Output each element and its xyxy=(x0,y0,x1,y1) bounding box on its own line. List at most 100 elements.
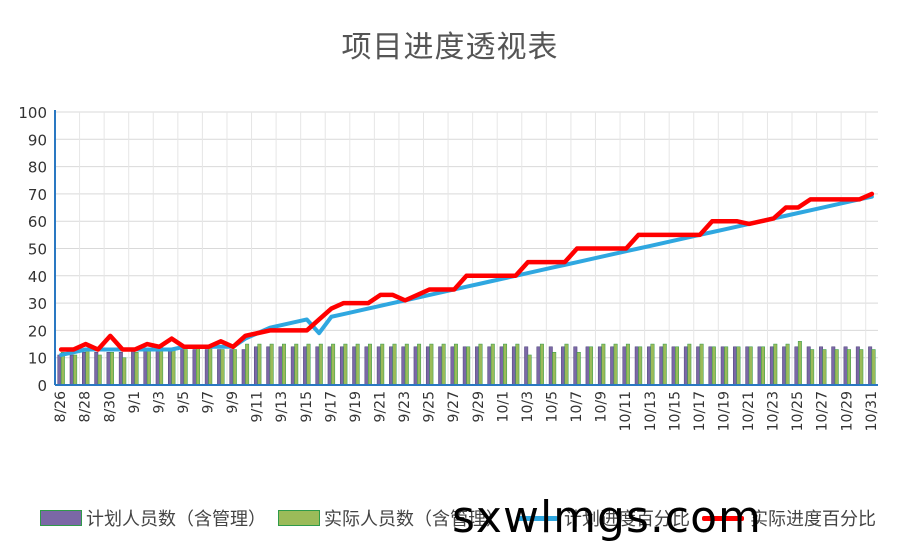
x-tick-label: 10/5 xyxy=(544,391,560,422)
bar-planned-staff xyxy=(487,346,492,386)
bar-actual-staff xyxy=(85,349,90,386)
bar-actual-staff xyxy=(146,349,151,386)
bar-planned-staff xyxy=(389,346,394,386)
x-tick-label: 10/25 xyxy=(790,391,806,431)
x-tick-label: 10/7 xyxy=(569,391,585,422)
bar-actual-staff xyxy=(97,354,102,386)
bar-actual-staff xyxy=(675,346,680,386)
bar-actual-staff xyxy=(110,351,114,386)
bar-planned-staff xyxy=(475,346,480,386)
bar-planned-staff xyxy=(819,346,823,386)
bar-planned-staff xyxy=(278,346,283,386)
bar-actual-staff xyxy=(711,346,716,386)
legend-swatch-planned-progress xyxy=(516,515,558,521)
y-tick-label: 40 xyxy=(28,268,47,286)
bar-planned-staff xyxy=(168,349,172,386)
bar-planned-staff xyxy=(782,346,787,386)
bar-planned-staff xyxy=(720,346,725,386)
legend-swatch-actual-staff xyxy=(278,510,320,526)
x-tick-label: 10/27 xyxy=(815,391,831,431)
bar-actual-staff xyxy=(73,354,78,386)
bar-planned-staff xyxy=(794,346,799,386)
bar-actual-staff xyxy=(478,343,483,386)
bar-actual-staff xyxy=(367,343,372,386)
bar-planned-staff xyxy=(462,346,467,386)
legend-swatch-planned-staff xyxy=(40,510,82,526)
legend-item-actual-staff: 实际人员数（含管理） xyxy=(278,505,504,531)
bar-planned-staff xyxy=(548,346,553,386)
bar-actual-staff xyxy=(601,343,606,386)
bar-actual-staff xyxy=(515,343,520,386)
bar-actual-staff xyxy=(122,357,127,386)
bar-planned-staff xyxy=(241,349,246,386)
bar-actual-staff xyxy=(220,349,225,386)
bar-actual-staff xyxy=(392,343,397,386)
legend-item-actual-progress: 实际进度百分比 xyxy=(702,505,876,531)
bar-planned-staff xyxy=(339,346,344,386)
bar-actual-staff xyxy=(810,349,815,386)
bar-planned-staff xyxy=(438,346,443,386)
x-tick-labels: 8/26 8/28 8/30 9/1 9/3 9/5 9/7 9/9 9/11 9/13 9/15 9… xyxy=(53,391,880,431)
legend-label-actual-staff: 实际人员数（含管理） xyxy=(324,509,504,530)
bar-planned-staff xyxy=(82,351,86,386)
x-tick-label: 9/19 xyxy=(348,391,364,422)
bar-planned-staff xyxy=(659,346,664,386)
line-series xyxy=(58,191,875,357)
x-tick-label: 10/17 xyxy=(692,391,708,431)
x-tick-label: 9/21 xyxy=(373,391,389,422)
bar-planned-staff xyxy=(229,349,234,386)
bar-planned-staff xyxy=(868,346,873,386)
bar-planned-staff xyxy=(290,346,295,386)
bar-planned-staff xyxy=(634,346,639,386)
bar-actual-staff xyxy=(761,346,765,386)
bar-actual-staff xyxy=(589,346,594,386)
bar-actual-staff xyxy=(294,343,299,386)
y-tick-label: 90 xyxy=(28,131,47,149)
bar-planned-staff xyxy=(352,346,357,386)
x-tick-label: 8/30 xyxy=(102,391,118,422)
x-tick-label: 9/29 xyxy=(471,391,487,422)
bar-planned-staff xyxy=(745,346,750,386)
bar-planned-staff xyxy=(511,346,516,386)
y-tick-label: 100 xyxy=(18,104,47,122)
x-tick-label: 10/9 xyxy=(594,391,610,422)
x-tick-label: 9/27 xyxy=(446,391,462,422)
line-actual-progress xyxy=(58,191,875,352)
bar-planned-staff xyxy=(118,351,123,386)
legend-item-planned-staff: 计划人员数（含管理） xyxy=(40,505,266,531)
bar-actual-staff xyxy=(736,346,741,386)
bar-planned-staff xyxy=(585,346,590,386)
bar-actual-staff xyxy=(564,343,569,386)
bar-actual-staff xyxy=(159,346,164,386)
bar-planned-staff xyxy=(315,346,320,386)
bar-actual-staff xyxy=(638,346,643,386)
y-tick-label: 30 xyxy=(28,295,47,313)
bar-actual-staff xyxy=(417,343,422,386)
bar-actual-staff xyxy=(822,349,827,386)
bar-planned-staff xyxy=(671,346,676,386)
x-tick-label: 9/13 xyxy=(274,391,290,422)
chart-title: 项目进度透视表 xyxy=(341,30,559,65)
x-tick-label: 9/23 xyxy=(397,391,413,422)
bar-actual-staff xyxy=(429,343,434,386)
legend-label-planned-staff: 计划人员数（含管理） xyxy=(86,509,266,530)
bar-actual-staff xyxy=(797,341,802,386)
legend-label-planned-progress: 计划进度百分比 xyxy=(564,509,690,530)
bar-planned-staff xyxy=(364,346,369,386)
bar-planned-staff xyxy=(647,346,652,386)
x-tick-label: 10/31 xyxy=(864,391,880,431)
bar-actual-staff xyxy=(834,349,839,386)
y-tick-labels: 0 10 20 30 40 50 60 70 80 90 100 xyxy=(18,104,47,395)
bar-planned-staff xyxy=(180,349,185,386)
x-tick-label: 9/9 xyxy=(225,391,241,414)
bar-planned-staff xyxy=(499,346,504,386)
bar-planned-staff xyxy=(204,349,209,386)
bar-planned-staff xyxy=(425,346,430,386)
bar-actual-staff xyxy=(134,351,139,386)
y-tick-label: 10 xyxy=(28,350,47,368)
bar-actual-staff xyxy=(453,343,458,386)
bar-actual-staff xyxy=(613,343,618,386)
bar-planned-staff xyxy=(769,346,774,386)
bar-actual-staff xyxy=(404,343,409,386)
y-tick-label: 0 xyxy=(37,377,47,395)
